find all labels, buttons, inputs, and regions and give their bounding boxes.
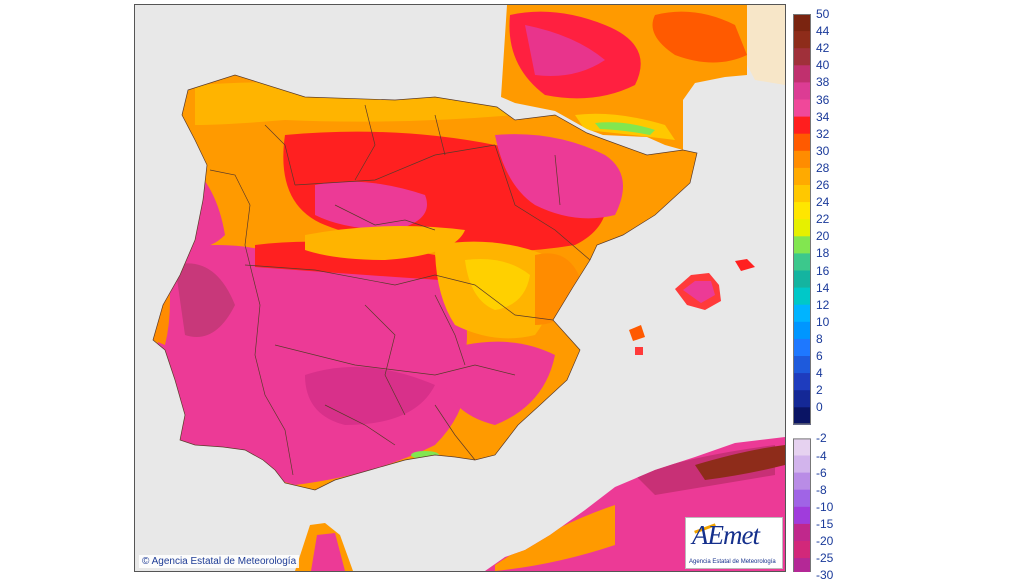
legend-negative-swatch [793,523,811,542]
region-borders [152,74,698,491]
legend-positive-tick-label: 30 [816,143,830,158]
legend-negative-tick-label: -10 [816,499,834,514]
legend-positive-swatch [793,150,811,169]
legend-positive-tick-label: 18 [816,246,830,261]
legend-negative-tick-label: -25 [816,551,834,566]
legend-positive-tick-label: 22 [816,212,830,227]
legend-negative-tick-label: -20 [816,534,834,548]
legend-positive-tick-label: 50 [816,7,830,21]
legend-outline [793,438,811,572]
legend-positive-tick-label: 38 [816,75,830,90]
legend-negative-swatch [793,506,811,525]
legend-positive-tick-label: 40 [816,58,830,73]
legend-negative-tick-label: -30 [816,568,834,582]
legend-positive-swatch [793,185,811,203]
legend-positive-tick-label: 36 [816,92,830,107]
legend-negative-swatch [793,541,811,559]
legend-negative-tick-label: -6 [816,465,827,480]
legend-positive-swatch [793,65,811,83]
legend-positive-tick-label: 44 [816,24,830,39]
legend-positive-tick-label: 6 [816,349,823,363]
legend-positive-swatch [793,356,811,374]
legend-positive-tick-label: 16 [816,263,830,278]
legend-positive-tick-label: 0 [816,400,823,415]
map-canvas [135,5,785,571]
legend-positive-tick-label: 14 [816,280,830,295]
legend-negative-swatch [793,489,811,508]
legend-negative-tick-label: -4 [816,448,827,463]
legend-positive-tick-label: 28 [816,160,830,175]
italy-land [747,5,785,85]
legend-positive-swatch [793,14,811,32]
legend-negative-swatch [793,558,811,572]
legend-positive-swatch [793,321,811,340]
legend-positive-tick-label: 42 [816,41,830,56]
legend-positive-swatch [793,287,811,306]
legend-positive-swatch [793,31,811,49]
legend-positive-tick-label: 12 [816,297,830,312]
legend-negative-swatch [793,438,811,456]
legend-negative-tick-label: -2 [816,431,827,446]
legend-positive-swatch [793,82,811,100]
legend-positive-swatch [793,270,811,288]
legend-positive-swatch [793,48,811,66]
legend-positive-tick-label: 4 [816,366,823,381]
logo-wordmark: AEmet [692,520,760,550]
legend-positive-swatch [793,133,811,152]
legend-positive-tick-label: 34 [816,109,830,124]
legend-positive-tick-label: 8 [816,331,823,346]
legend-positive-swatch [793,167,811,186]
legend-positive-swatch [793,373,811,391]
legend-positive-tick-label: 32 [816,126,830,141]
legend-positive-swatch [793,219,811,237]
legend-positive-tick-label: 10 [816,314,830,329]
legend-positive-swatch [793,253,811,271]
legend-positive-swatch [793,236,811,254]
legend-positive-tick-label: 20 [816,229,830,244]
legend-colorbar [793,14,811,572]
logo-subtitle: Agencia Estatal de Meteorología [689,559,776,565]
temperature-map: © Agencia Estatal de Meteorología AEmet … [134,4,786,572]
legend-positive-swatch [793,116,811,135]
legend-positive-swatch [793,407,811,425]
legend-outline [793,14,811,425]
legend-positive-swatch [793,338,811,357]
aemet-logo: AEmet Agencia Estatal de Meteorología [685,517,783,569]
legend-positive-tick-label: 2 [816,383,823,398]
legend-negative-tick-label: -8 [816,482,827,497]
legend-negative-swatch [793,472,811,491]
temperature-legend: 50 44 42 40 38 36 34 32 30 28 26 24 22 20 18 16 14 12 10 8 6… [793,8,853,581]
balearic-islands [629,259,755,355]
iberia-region [153,75,697,490]
legend-positive-swatch [793,202,811,220]
legend-positive-tick-label: 24 [816,195,830,210]
legend-positive-swatch [793,390,811,408]
copyright-notice: © Agencia Estatal de Meteorología [139,555,300,568]
legend-positive-swatch [793,304,811,323]
legend-positive-tick-label: 26 [816,178,830,192]
legend-negative-tick-label: -15 [816,516,834,531]
legend-positive-swatch [793,99,811,117]
legend-negative-swatch [793,455,811,473]
france-region [501,5,747,150]
